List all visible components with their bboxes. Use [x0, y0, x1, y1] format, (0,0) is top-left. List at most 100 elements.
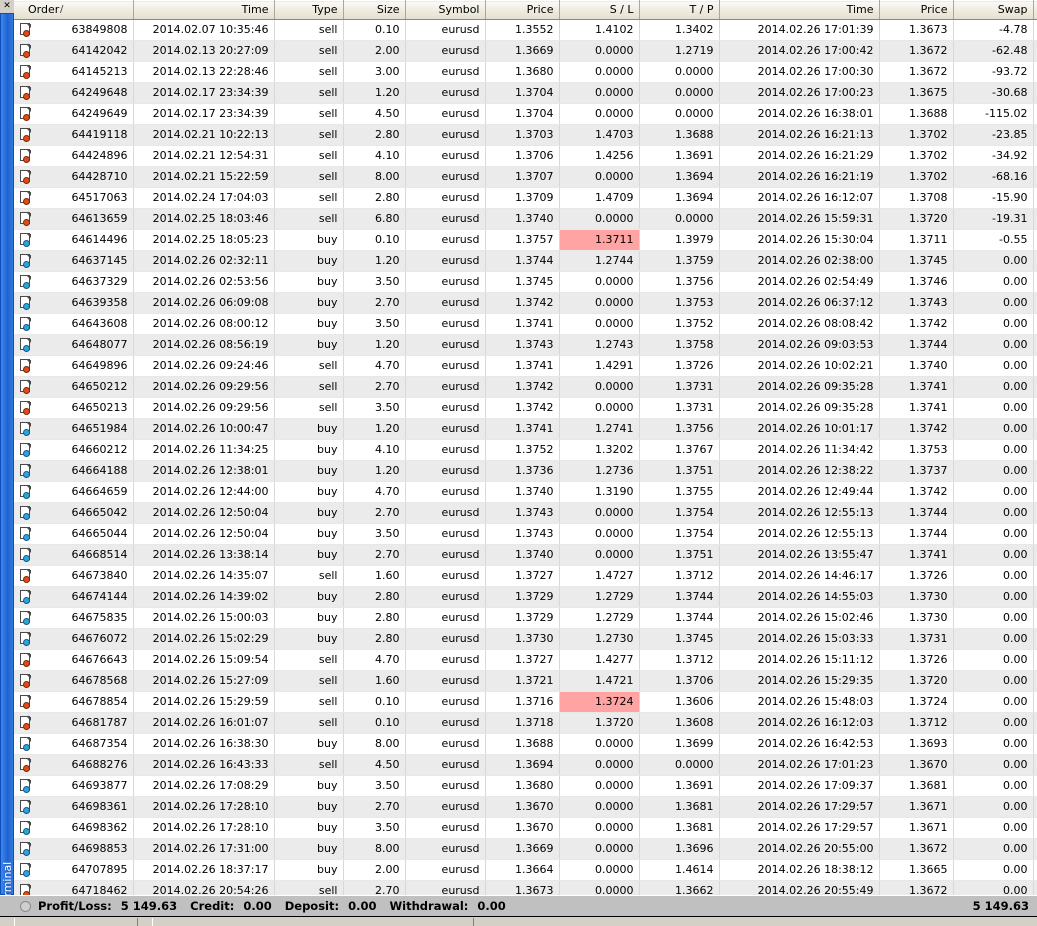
table-row[interactable]: 64648077 2014.02.26 08:56:19 buy 1.20 eurusd…	[14, 334, 1037, 356]
cell-type: buy	[274, 418, 344, 440]
table-row[interactable]: 64664659 2014.02.26 12:44:00 buy 4.70 eurusd…	[14, 481, 1037, 503]
cell-close_time: 2014.02.26 09:35:28	[719, 376, 880, 398]
cell-open_time: 2014.02.26 06:09:08	[133, 292, 275, 314]
cell-swap: -68.16	[953, 166, 1034, 188]
table-row[interactable]: 64637145 2014.02.26 02:32:11 buy 1.20 eurusd…	[14, 250, 1037, 272]
table-row[interactable]: 64678568 2014.02.26 15:27:09 sell 1.60 eurus…	[14, 670, 1037, 692]
table-row[interactable]: 64687354 2014.02.26 16:38:30 buy 8.00 eurusd…	[14, 733, 1037, 755]
table-row[interactable]: 64428710 2014.02.21 15:22:59 sell 8.00 eurus…	[14, 166, 1037, 188]
cell-sl: 0.0000	[559, 61, 640, 83]
cell-profit: 240.00	[1033, 838, 1037, 860]
cell-size: 2.00	[343, 40, 406, 62]
table-row[interactable]: 64249648 2014.02.17 23:34:39 sell 1.20 eurus…	[14, 82, 1037, 104]
cell-profit: 28.00	[1033, 586, 1037, 608]
table-row[interactable]: 64637329 2014.02.26 02:53:56 buy 3.50 eurusd…	[14, 271, 1037, 293]
table-row[interactable]: 64681787 2014.02.26 16:01:07 sell 0.10 eurus…	[14, 712, 1037, 734]
table-row[interactable]: 64650212 2014.02.26 09:29:56 sell 2.70 eurus…	[14, 376, 1037, 398]
order-number: 64613659	[71, 212, 128, 225]
table-row[interactable]: 64693877 2014.02.26 17:08:29 buy 3.50 eurusd…	[14, 775, 1037, 797]
table-row[interactable]: 64643608 2014.02.26 08:00:12 buy 3.50 eurusd…	[14, 313, 1037, 335]
cell-sl: 1.4709	[559, 187, 640, 209]
cell-symbol: eurusd	[405, 124, 486, 146]
buy-order-icon	[20, 254, 32, 268]
column-header-type[interactable]: Type	[274, 0, 344, 20]
column-header-open_time[interactable]: Time	[133, 0, 275, 20]
table-row[interactable]: 64613659 2014.02.25 18:03:46 sell 6.80 eurus…	[14, 208, 1037, 230]
cell-type: sell	[274, 208, 344, 230]
column-header-profit[interactable]: Profit	[1033, 0, 1037, 20]
table-row[interactable]: 64660212 2014.02.26 11:34:25 buy 4.10 eurusd…	[14, 439, 1037, 461]
cell-sl: 0.0000	[559, 397, 640, 419]
cell-type: sell	[274, 166, 344, 188]
table-row[interactable]: 64614496 2014.02.25 18:05:23 buy 0.10 eurusd…	[14, 229, 1037, 251]
table-row[interactable]: 64419118 2014.02.21 10:22:13 sell 2.80 eurus…	[14, 124, 1037, 146]
sell-order-icon	[20, 23, 32, 37]
column-header-size[interactable]: Size	[343, 0, 406, 20]
column-header-tp[interactable]: T / P	[639, 0, 720, 20]
cell-tp: 1.3402	[639, 19, 720, 41]
cell-type: sell	[274, 670, 344, 692]
table-row[interactable]: 64673840 2014.02.26 14:35:07 sell 1.60 eurus…	[14, 565, 1037, 587]
column-header-label: T / P	[689, 3, 714, 16]
cell-size: 4.10	[343, 145, 406, 167]
table-row[interactable]: 64668514 2014.02.26 13:38:14 buy 2.70 eurusd…	[14, 544, 1037, 566]
table-row[interactable]: 64698361 2014.02.26 17:28:10 buy 2.70 eurusd…	[14, 796, 1037, 818]
cell-open_time: 2014.02.26 02:32:11	[133, 250, 275, 272]
column-header-sl[interactable]: S / L	[559, 0, 640, 20]
table-row[interactable]: 64517063 2014.02.24 17:04:03 sell 2.80 eurus…	[14, 187, 1037, 209]
cell-swap: -19.31	[953, 208, 1034, 230]
column-header-label: Price	[526, 3, 554, 16]
table-row[interactable]: 64665044 2014.02.26 12:50:04 buy 3.50 eurusd…	[14, 523, 1037, 545]
table-row[interactable]: 64424896 2014.02.21 12:54:31 sell 4.10 eurus…	[14, 145, 1037, 167]
cell-tp: 0.0000	[639, 82, 720, 104]
table-row[interactable]: 64639358 2014.02.26 06:09:08 buy 2.70 eurusd…	[14, 292, 1037, 314]
column-header-open_price[interactable]: Price	[485, 0, 560, 20]
table-row[interactable]: 64649896 2014.02.26 09:24:46 sell 4.70 eurus…	[14, 355, 1037, 377]
table-row[interactable]: 64249649 2014.02.17 23:34:39 sell 4.50 eurus…	[14, 103, 1037, 125]
table-row[interactable]: 64698853 2014.02.26 17:31:00 buy 8.00 eurusd…	[14, 838, 1037, 860]
table-row[interactable]: 64676072 2014.02.26 15:02:29 buy 2.80 eurusd…	[14, 628, 1037, 650]
table-row[interactable]: 64665042 2014.02.26 12:50:04 buy 2.70 eurusd…	[14, 502, 1037, 524]
column-header-symbol[interactable]: Symbol	[405, 0, 486, 20]
table-row[interactable]: 64688276 2014.02.26 16:43:33 sell 4.50 eurus…	[14, 754, 1037, 776]
cell-profit: 240.00	[1033, 61, 1037, 83]
table-row[interactable]: 64145213 2014.02.13 22:28:46 sell 3.00 eurus…	[14, 61, 1037, 83]
table-row[interactable]: 64675835 2014.02.26 15:00:03 buy 2.80 eurusd…	[14, 607, 1037, 629]
bottom-stub-right	[152, 918, 474, 926]
column-header-order[interactable]: Order /	[14, 0, 134, 20]
cell-order: 64419118	[14, 124, 134, 146]
cell-close_time: 2014.02.26 16:12:03	[719, 712, 880, 734]
cell-tp: 1.3751	[639, 460, 720, 482]
table-row[interactable]: 64676643 2014.02.26 15:09:54 sell 4.70 eurus…	[14, 649, 1037, 671]
tab-terminal[interactable]: Terminal	[0, 13, 14, 908]
table-row[interactable]: 64651984 2014.02.26 10:00:47 buy 1.20 eurusd…	[14, 418, 1037, 440]
table-row[interactable]: 64142042 2014.02.13 20:27:09 sell 2.00 eurus…	[14, 40, 1037, 62]
cell-open_time: 2014.02.26 12:38:01	[133, 460, 275, 482]
table-row[interactable]: 64698362 2014.02.26 17:28:10 buy 3.50 eurusd…	[14, 817, 1037, 839]
column-header-close_time[interactable]: Time	[719, 0, 880, 20]
cell-open_time: 2014.02.26 12:50:04	[133, 523, 275, 545]
cell-swap: 0.00	[953, 397, 1034, 419]
cell-open_time: 2014.02.26 15:09:54	[133, 649, 275, 671]
buy-order-icon	[20, 506, 32, 520]
table-row[interactable]: 64707895 2014.02.26 18:37:17 buy 2.00 eurusd…	[14, 859, 1037, 881]
buy-order-icon	[20, 233, 32, 247]
table-row[interactable]: 64678854 2014.02.26 15:29:59 sell 0.10 eurus…	[14, 691, 1037, 713]
cell-open_time: 2014.02.25 18:05:23	[133, 229, 275, 251]
cell-close_time: 2014.02.26 15:48:03	[719, 691, 880, 713]
column-header-close_price[interactable]: Price	[879, 0, 954, 20]
cell-symbol: eurusd	[405, 208, 486, 230]
buy-order-icon	[20, 464, 32, 478]
table-row[interactable]: 63849808 2014.02.07 10:35:46 sell 0.10 eurus…	[14, 19, 1037, 41]
table-row[interactable]: 64674144 2014.02.26 14:39:02 buy 2.80 eurusd…	[14, 586, 1037, 608]
close-icon[interactable]: ✕	[3, 1, 11, 11]
cell-open_time: 2014.02.26 13:38:14	[133, 544, 275, 566]
table-row[interactable]: 64650213 2014.02.26 09:29:56 sell 3.50 eurus…	[14, 397, 1037, 419]
table-row[interactable]: 64664188 2014.02.26 12:38:01 buy 1.20 eurusd…	[14, 460, 1037, 482]
cell-open_time: 2014.02.26 15:27:09	[133, 670, 275, 692]
cell-close_price: 1.3671	[879, 796, 954, 818]
cell-profit: 12.00	[1033, 250, 1037, 272]
column-header-swap[interactable]: Swap	[953, 0, 1034, 20]
cell-open_price: 1.3742	[485, 397, 560, 419]
buy-order-icon	[20, 632, 32, 646]
